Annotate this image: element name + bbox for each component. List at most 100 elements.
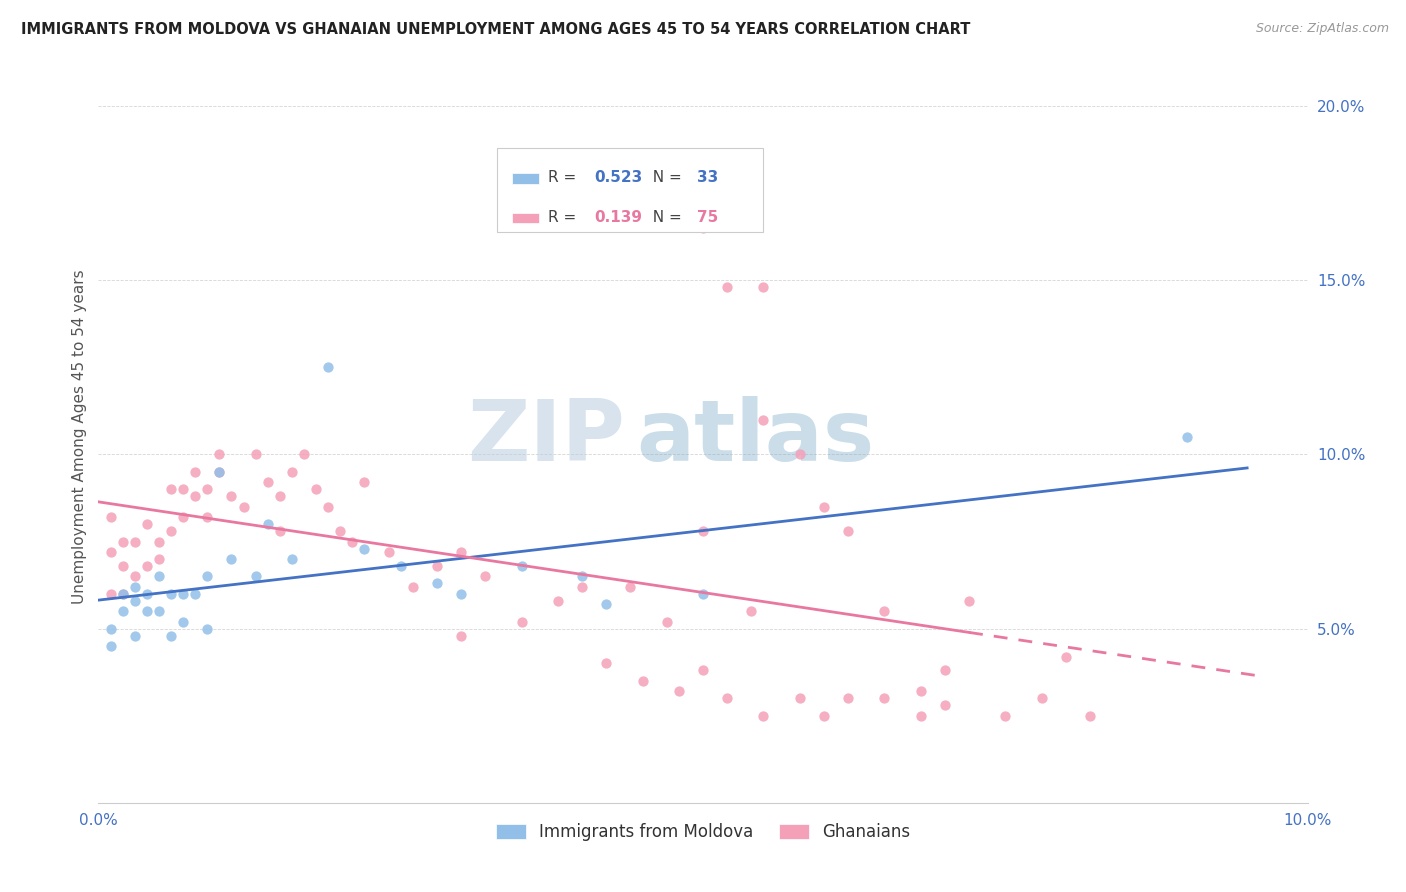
Point — [329, 524, 352, 538]
Point — [426, 558, 449, 573]
Point — [474, 569, 496, 583]
Point — [1175, 430, 1198, 444]
Point — [160, 483, 183, 497]
Point — [172, 483, 194, 497]
Point — [619, 580, 641, 594]
Point — [571, 569, 593, 583]
Point — [208, 465, 231, 479]
Point — [160, 587, 183, 601]
Point — [934, 664, 956, 678]
Point — [100, 639, 122, 653]
Point — [281, 465, 304, 479]
Point — [837, 524, 859, 538]
Point — [100, 545, 122, 559]
Point — [934, 698, 956, 713]
Point — [281, 552, 304, 566]
FancyBboxPatch shape — [512, 213, 538, 223]
Point — [195, 622, 218, 636]
Point — [160, 629, 183, 643]
Point — [752, 412, 775, 426]
Point — [1054, 649, 1077, 664]
Point — [716, 280, 738, 294]
Point — [957, 594, 980, 608]
Point — [789, 448, 811, 462]
Point — [342, 534, 364, 549]
Point — [148, 604, 170, 618]
Point — [124, 569, 146, 583]
Point — [184, 587, 207, 601]
Point — [100, 622, 122, 636]
Point — [692, 587, 714, 601]
Point — [221, 552, 243, 566]
Point — [232, 500, 254, 514]
Point — [740, 604, 762, 618]
FancyBboxPatch shape — [512, 173, 538, 184]
Point — [571, 580, 593, 594]
Point — [124, 580, 146, 594]
Point — [595, 657, 617, 671]
FancyBboxPatch shape — [498, 148, 763, 232]
Point — [245, 448, 267, 462]
Point — [305, 483, 328, 497]
Point — [148, 569, 170, 583]
Point — [172, 587, 194, 601]
Point — [208, 465, 231, 479]
Point — [692, 524, 714, 538]
Point — [752, 280, 775, 294]
Point — [111, 587, 134, 601]
Text: N =: N = — [643, 210, 686, 225]
Point — [353, 475, 375, 490]
Point — [692, 221, 714, 235]
Text: 0.523: 0.523 — [595, 170, 643, 186]
Point — [269, 524, 291, 538]
Point — [148, 552, 170, 566]
Point — [752, 708, 775, 723]
Point — [124, 629, 146, 643]
Point — [172, 510, 194, 524]
Point — [789, 691, 811, 706]
Text: 33: 33 — [697, 170, 718, 186]
Point — [184, 489, 207, 503]
Point — [100, 587, 122, 601]
Point — [668, 684, 690, 698]
Text: 0.139: 0.139 — [595, 210, 643, 225]
Point — [873, 691, 896, 706]
Point — [316, 360, 339, 375]
Text: ZIP: ZIP — [467, 395, 624, 479]
Point — [135, 558, 157, 573]
Point — [353, 541, 375, 556]
Point — [111, 604, 134, 618]
Point — [135, 587, 157, 601]
Point — [595, 597, 617, 611]
Point — [450, 629, 472, 643]
Point — [450, 587, 472, 601]
Point — [426, 576, 449, 591]
Point — [245, 569, 267, 583]
Point — [256, 475, 278, 490]
Point — [813, 708, 835, 723]
Point — [655, 615, 678, 629]
Point — [160, 524, 183, 538]
Text: R =: R = — [548, 170, 581, 186]
Point — [208, 448, 231, 462]
Point — [195, 510, 218, 524]
Point — [994, 708, 1017, 723]
Text: IMMIGRANTS FROM MOLDOVA VS GHANAIAN UNEMPLOYMENT AMONG AGES 45 TO 54 YEARS CORRE: IMMIGRANTS FROM MOLDOVA VS GHANAIAN UNEM… — [21, 22, 970, 37]
Point — [837, 691, 859, 706]
Legend: Immigrants from Moldova, Ghanaians: Immigrants from Moldova, Ghanaians — [488, 814, 918, 849]
Point — [910, 708, 932, 723]
Point — [269, 489, 291, 503]
Y-axis label: Unemployment Among Ages 45 to 54 years: Unemployment Among Ages 45 to 54 years — [72, 269, 87, 605]
Point — [124, 594, 146, 608]
Point — [148, 534, 170, 549]
Text: 75: 75 — [697, 210, 718, 225]
Point — [389, 558, 412, 573]
Point — [195, 483, 218, 497]
Point — [377, 545, 399, 559]
Point — [172, 615, 194, 629]
Point — [195, 569, 218, 583]
Point — [402, 580, 425, 594]
Point — [716, 691, 738, 706]
Text: R =: R = — [548, 210, 581, 225]
Point — [135, 517, 157, 532]
